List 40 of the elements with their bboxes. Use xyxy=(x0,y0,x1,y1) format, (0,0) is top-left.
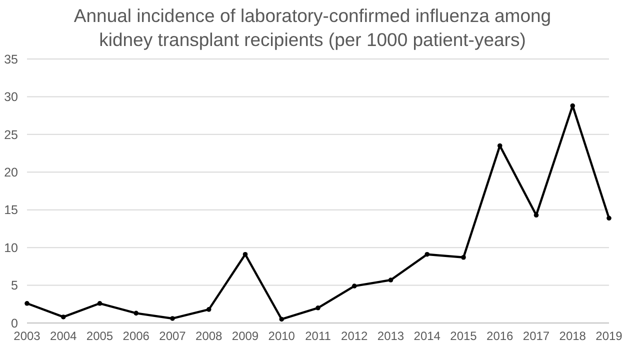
x-tick-label: 2007 xyxy=(159,329,186,343)
y-tick-label: 25 xyxy=(4,128,18,142)
x-tick-label: 2006 xyxy=(122,329,150,343)
point xyxy=(97,301,102,306)
point xyxy=(279,316,284,322)
x-tick-label: 2010 xyxy=(268,329,296,343)
x-tick-label: 2016 xyxy=(486,329,514,343)
chart-title: Annual incidence of laboratory-confirmed influenza among kidney transplant recipients (per 1000 patient-years) xyxy=(74,5,552,50)
y-tick-label: 15 xyxy=(4,203,18,218)
x-tick-label: 2015 xyxy=(450,329,478,343)
point xyxy=(352,284,357,288)
point xyxy=(206,307,212,312)
x-tick-label: 2014 xyxy=(414,329,441,343)
y-tick-label: 5 xyxy=(11,278,18,293)
y-tick-label: 10 xyxy=(4,240,18,255)
x-tick-label: 2003 xyxy=(14,329,41,343)
y-tick-label: 0 xyxy=(11,316,18,330)
x-tick-label: 2005 xyxy=(86,329,114,343)
x-tick-label: 2004 xyxy=(50,329,78,343)
x-tick-label: 2017 xyxy=(522,329,550,343)
y-tick-label: 35 xyxy=(4,52,18,66)
point xyxy=(606,216,612,221)
x-tick-label: 2013 xyxy=(377,329,404,343)
x-tick-label: 2012 xyxy=(341,329,368,343)
point xyxy=(170,316,175,321)
x-tick-label: 2011 xyxy=(305,329,332,343)
x-tick-label: 2018 xyxy=(559,329,586,343)
x-tick-label: 2009 xyxy=(232,329,259,343)
point xyxy=(242,252,248,257)
point xyxy=(134,310,139,316)
point xyxy=(461,254,466,260)
y-tick-label: 30 xyxy=(4,90,18,104)
point xyxy=(424,252,430,257)
point xyxy=(24,301,30,306)
x-tick-label: 2019 xyxy=(596,329,623,343)
point xyxy=(60,314,66,320)
y-tick-label: 20 xyxy=(4,166,18,180)
point xyxy=(316,306,320,310)
point xyxy=(388,278,394,282)
x-tick-label: 2008 xyxy=(196,329,223,343)
